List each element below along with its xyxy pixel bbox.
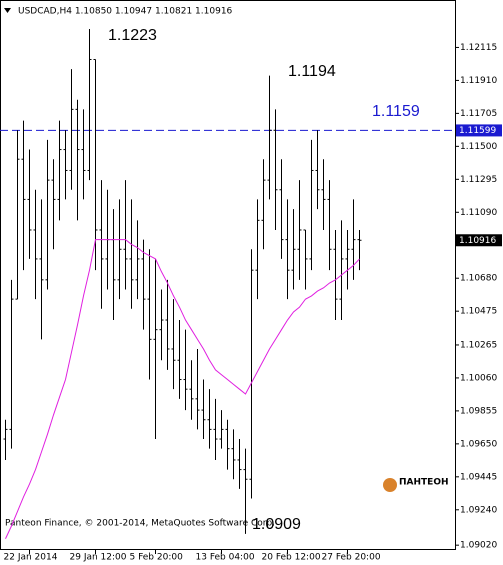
y-tick-label: 1.09445 <box>460 472 497 482</box>
y-tick-label: 1.09020 <box>460 541 497 551</box>
y-tick-label: 1.09855 <box>460 406 497 416</box>
logo-icon <box>383 478 397 492</box>
chart-title: USDCAD,H4 1.10850 1.10947 1.10821 1.1091… <box>18 7 233 17</box>
y-tick-label: 1.11705 <box>460 109 497 119</box>
y-tick-label: 1.09240 <box>460 505 497 515</box>
y-tick-label: 1.11295 <box>460 175 497 185</box>
x-tick-label: 29 Jan 12:00 <box>70 553 127 563</box>
current-label: 1.10916 <box>459 236 496 246</box>
x-tick-label: 5 Feb 20:00 <box>130 553 184 563</box>
logo: ПАНТЕОН <box>399 478 449 488</box>
x-tick-label: 27 Feb 20:00 <box>322 553 381 563</box>
y-tick-label: 1.10680 <box>460 274 497 284</box>
y-tick-label: 1.11910 <box>460 76 497 86</box>
y-tick-label: 1.10475 <box>460 307 497 317</box>
x-tick-label: 13 Feb 04:00 <box>196 553 255 563</box>
y-tick-label: 1.11090 <box>460 208 497 218</box>
annotation: 1.1223 <box>108 27 157 44</box>
x-tick-label: 20 Feb 12:00 <box>262 553 321 563</box>
y-tick-label: 1.09650 <box>460 439 497 449</box>
y-tick-label: 1.12115 <box>460 43 497 53</box>
level-label: 1.11599 <box>459 126 496 136</box>
x-tick-label: 22 Jan 2014 <box>4 553 58 563</box>
current-box <box>456 234 502 247</box>
annotation: 1.1194 <box>288 63 336 80</box>
annotation: 1.1159 <box>372 103 420 120</box>
title-arrow <box>4 8 11 13</box>
y-tick-label: 1.11500 <box>460 142 497 152</box>
footer: Panteon Finance, © 2001-2014, MetaQuotes… <box>5 519 275 529</box>
moving-average <box>5 239 360 539</box>
level-box <box>456 124 502 137</box>
y-tick-label: 1.10060 <box>460 373 497 383</box>
y-tick-label: 1.10265 <box>460 340 497 350</box>
annotation: 1.0909 <box>252 516 301 533</box>
